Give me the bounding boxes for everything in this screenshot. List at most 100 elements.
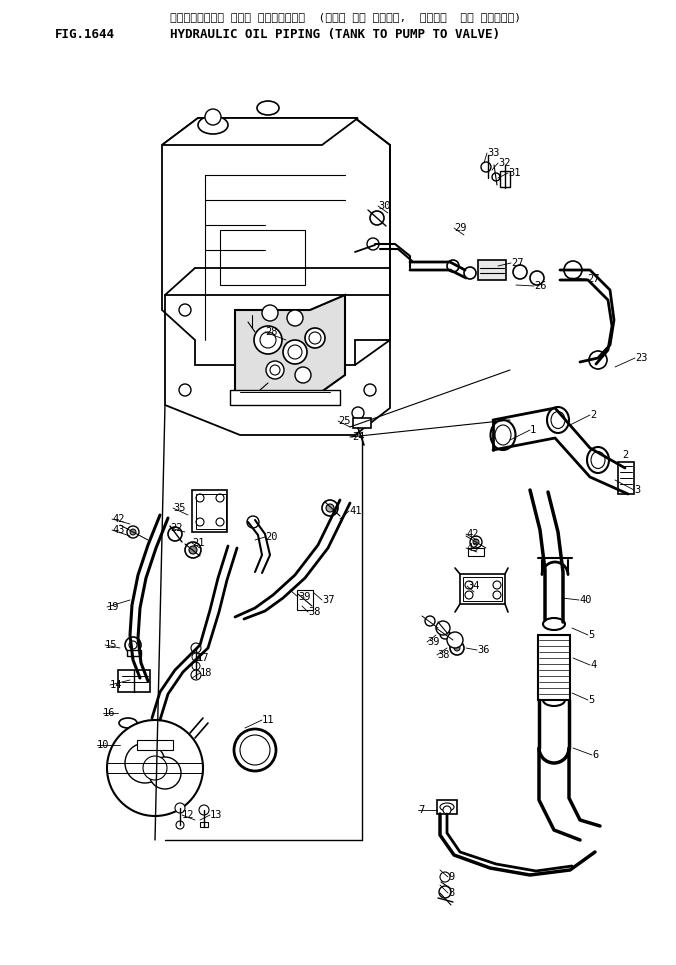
Circle shape bbox=[266, 361, 284, 379]
Circle shape bbox=[191, 670, 201, 680]
Text: 43: 43 bbox=[112, 525, 124, 535]
Text: 42: 42 bbox=[112, 514, 124, 524]
Text: 25: 25 bbox=[338, 416, 350, 426]
Circle shape bbox=[589, 351, 607, 369]
Text: 39: 39 bbox=[427, 637, 439, 647]
Ellipse shape bbox=[543, 694, 565, 706]
Text: 41: 41 bbox=[349, 506, 362, 516]
Text: 39: 39 bbox=[298, 592, 310, 602]
Ellipse shape bbox=[198, 116, 228, 134]
Circle shape bbox=[129, 641, 137, 649]
Circle shape bbox=[295, 367, 311, 383]
Text: 4: 4 bbox=[590, 660, 596, 670]
Circle shape bbox=[464, 267, 476, 279]
Circle shape bbox=[196, 518, 204, 526]
Circle shape bbox=[149, 757, 181, 789]
Text: 2: 2 bbox=[590, 410, 596, 420]
Bar bbox=[618, 462, 634, 494]
Circle shape bbox=[260, 332, 276, 348]
Circle shape bbox=[189, 546, 197, 554]
Ellipse shape bbox=[543, 618, 565, 630]
Text: 26: 26 bbox=[534, 281, 546, 291]
Text: 32: 32 bbox=[498, 158, 510, 168]
Ellipse shape bbox=[547, 407, 569, 433]
Circle shape bbox=[262, 305, 278, 321]
Text: 43: 43 bbox=[466, 543, 479, 553]
Text: ハイト゚ロリック オイル パイヒンク゚  (タンク から ホンプ゚,  ホンプ゙  から パルブ): ハイト゚ロリック オイル パイヒンク゚ (タンク から ホンプ゚, ホンプ゙ … bbox=[170, 12, 521, 22]
Text: 22: 22 bbox=[170, 523, 183, 533]
Circle shape bbox=[352, 407, 364, 419]
Text: HYDRAULIC OIL PIPING (TANK TO PUMP TO VALVE): HYDRAULIC OIL PIPING (TANK TO PUMP TO VA… bbox=[170, 28, 500, 41]
Text: 36: 36 bbox=[477, 645, 489, 655]
Circle shape bbox=[130, 529, 136, 535]
Text: 31: 31 bbox=[508, 168, 521, 178]
Circle shape bbox=[465, 581, 473, 589]
Circle shape bbox=[443, 806, 451, 814]
Bar bbox=[127, 650, 141, 656]
Circle shape bbox=[465, 591, 473, 599]
Circle shape bbox=[127, 526, 139, 538]
Circle shape bbox=[196, 494, 204, 502]
Text: FIG.1644: FIG.1644 bbox=[55, 28, 115, 41]
Bar bbox=[437, 800, 457, 814]
Circle shape bbox=[530, 271, 544, 285]
Text: 18: 18 bbox=[200, 668, 212, 678]
Circle shape bbox=[493, 581, 501, 589]
Text: 7: 7 bbox=[418, 805, 425, 815]
Text: 9: 9 bbox=[448, 872, 454, 882]
Text: 20: 20 bbox=[265, 532, 278, 542]
Circle shape bbox=[481, 162, 491, 172]
Bar bbox=[200, 822, 208, 827]
Text: 19: 19 bbox=[107, 602, 120, 612]
Circle shape bbox=[191, 643, 201, 653]
Text: 1: 1 bbox=[530, 425, 536, 435]
Bar bbox=[468, 548, 484, 556]
Circle shape bbox=[370, 211, 384, 225]
Circle shape bbox=[179, 384, 191, 396]
Ellipse shape bbox=[591, 452, 605, 468]
Circle shape bbox=[440, 872, 450, 882]
Circle shape bbox=[436, 621, 450, 635]
Circle shape bbox=[205, 109, 221, 125]
Ellipse shape bbox=[491, 420, 516, 450]
Circle shape bbox=[216, 494, 224, 502]
Bar bbox=[196, 494, 226, 529]
Circle shape bbox=[179, 304, 191, 316]
Bar bbox=[220, 230, 305, 285]
Text: 23: 23 bbox=[635, 353, 648, 363]
Text: 13: 13 bbox=[210, 810, 222, 820]
Circle shape bbox=[175, 803, 185, 813]
Circle shape bbox=[454, 645, 460, 651]
Text: 30: 30 bbox=[378, 201, 391, 211]
Circle shape bbox=[322, 500, 338, 516]
Circle shape bbox=[564, 261, 582, 279]
Bar bbox=[192, 490, 227, 532]
Text: 24: 24 bbox=[352, 432, 364, 442]
Circle shape bbox=[283, 340, 307, 364]
Text: 42: 42 bbox=[466, 529, 479, 539]
Circle shape bbox=[287, 310, 303, 326]
Text: 16: 16 bbox=[103, 708, 116, 718]
Text: 33: 33 bbox=[487, 148, 500, 158]
Circle shape bbox=[447, 260, 459, 272]
Ellipse shape bbox=[240, 735, 270, 765]
Text: 11: 11 bbox=[262, 715, 274, 725]
Circle shape bbox=[492, 173, 500, 181]
Text: 21: 21 bbox=[192, 538, 205, 548]
Text: 38: 38 bbox=[308, 607, 320, 617]
Text: 5: 5 bbox=[588, 695, 594, 705]
Bar bbox=[118, 670, 150, 692]
Ellipse shape bbox=[234, 729, 276, 771]
Text: 38: 38 bbox=[437, 650, 450, 660]
Circle shape bbox=[473, 539, 479, 545]
Circle shape bbox=[439, 886, 451, 898]
Text: 5: 5 bbox=[588, 630, 594, 640]
Circle shape bbox=[192, 653, 200, 661]
Polygon shape bbox=[162, 118, 358, 145]
Text: 28: 28 bbox=[265, 327, 278, 337]
Circle shape bbox=[309, 332, 321, 344]
Circle shape bbox=[367, 238, 379, 250]
Text: 14: 14 bbox=[110, 680, 122, 690]
Text: 10: 10 bbox=[97, 740, 110, 750]
Ellipse shape bbox=[257, 101, 279, 115]
